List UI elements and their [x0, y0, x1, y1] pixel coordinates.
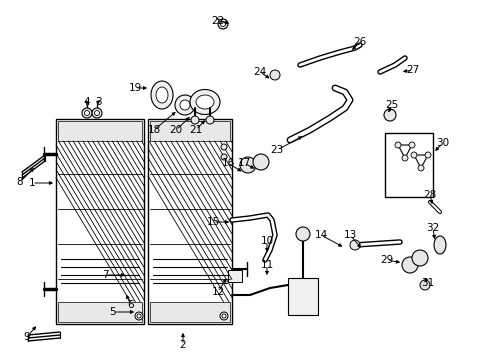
Circle shape: [252, 154, 268, 170]
Text: 1: 1: [29, 178, 35, 188]
Text: 6: 6: [127, 300, 134, 310]
Text: 14: 14: [314, 230, 327, 240]
Circle shape: [417, 165, 423, 171]
Circle shape: [295, 227, 309, 241]
Text: 20: 20: [169, 125, 182, 135]
Circle shape: [221, 154, 226, 160]
Circle shape: [220, 312, 227, 320]
Text: 18: 18: [147, 125, 160, 135]
Circle shape: [401, 155, 407, 161]
Text: 29: 29: [380, 255, 393, 265]
Circle shape: [240, 157, 256, 173]
Text: 9: 9: [23, 332, 30, 342]
Circle shape: [394, 142, 400, 148]
Circle shape: [383, 109, 395, 121]
Text: 7: 7: [102, 270, 108, 280]
Text: 32: 32: [426, 223, 439, 233]
Circle shape: [218, 19, 227, 29]
Circle shape: [349, 240, 359, 250]
Circle shape: [222, 314, 225, 318]
Circle shape: [269, 70, 280, 80]
Text: 15: 15: [206, 217, 219, 227]
Text: 26: 26: [353, 37, 366, 47]
Text: 8: 8: [17, 177, 23, 187]
Text: 16: 16: [221, 158, 234, 168]
Circle shape: [419, 280, 429, 290]
Circle shape: [191, 116, 199, 124]
Circle shape: [221, 144, 226, 150]
Text: 27: 27: [406, 65, 419, 75]
Text: 13: 13: [343, 230, 356, 240]
Text: 12: 12: [211, 287, 224, 297]
Text: 30: 30: [436, 138, 448, 148]
Circle shape: [94, 111, 99, 116]
Bar: [287, 278, 317, 315]
Circle shape: [424, 152, 430, 158]
Ellipse shape: [190, 90, 220, 114]
Circle shape: [137, 314, 141, 318]
Circle shape: [135, 312, 142, 320]
Circle shape: [175, 95, 195, 115]
Text: 25: 25: [385, 100, 398, 110]
Ellipse shape: [196, 95, 214, 109]
Text: 19: 19: [128, 83, 142, 93]
Text: 28: 28: [423, 190, 436, 200]
Bar: [227, 270, 242, 282]
Ellipse shape: [433, 236, 445, 254]
Bar: [150, 121, 229, 141]
Text: 31: 31: [421, 278, 434, 288]
Bar: [150, 302, 229, 322]
Circle shape: [82, 108, 92, 118]
Text: 24: 24: [253, 67, 266, 77]
Ellipse shape: [156, 87, 168, 103]
Bar: [56, 119, 143, 324]
Text: 4: 4: [83, 97, 90, 107]
Circle shape: [220, 22, 225, 27]
Circle shape: [411, 250, 427, 266]
Circle shape: [180, 100, 190, 110]
Bar: [58, 302, 142, 322]
Text: 23: 23: [270, 145, 283, 155]
Bar: [384, 133, 432, 197]
Text: 10: 10: [260, 236, 273, 246]
Circle shape: [410, 152, 416, 158]
Text: 3: 3: [95, 97, 101, 107]
Ellipse shape: [151, 81, 173, 109]
Text: 22: 22: [211, 16, 224, 26]
Circle shape: [408, 142, 414, 148]
Circle shape: [92, 108, 102, 118]
Text: 17: 17: [237, 158, 250, 168]
Bar: [58, 121, 142, 141]
Circle shape: [401, 257, 417, 273]
Bar: [148, 119, 231, 324]
Text: 21: 21: [189, 125, 202, 135]
Circle shape: [84, 111, 89, 116]
Text: 5: 5: [109, 307, 116, 317]
Circle shape: [205, 116, 214, 124]
Text: 11: 11: [260, 260, 273, 270]
Text: 2: 2: [179, 340, 186, 350]
